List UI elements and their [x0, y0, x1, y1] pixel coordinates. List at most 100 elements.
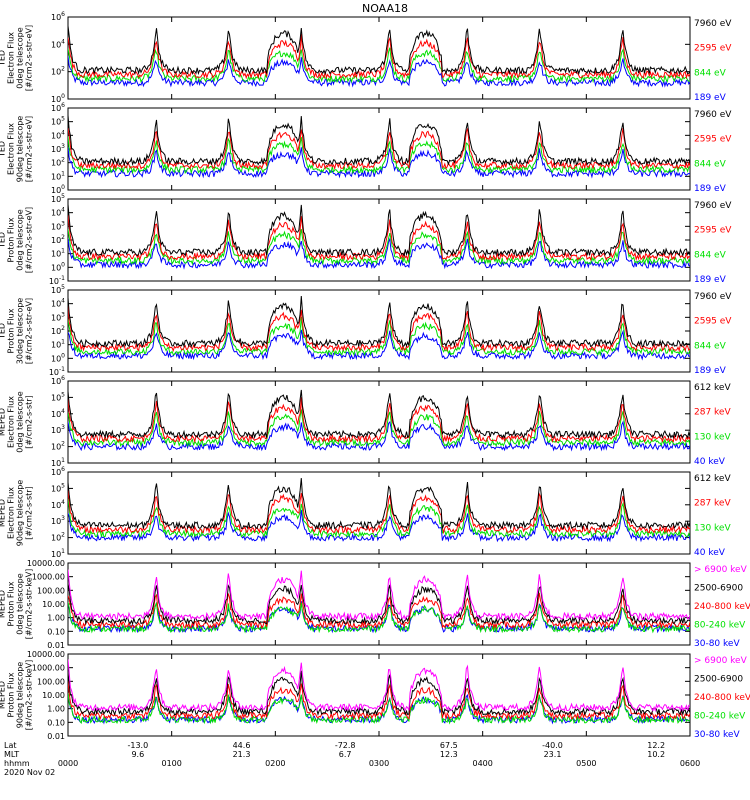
y-tick-label: 102: [51, 66, 65, 77]
legend-entry: 7960 eV: [694, 19, 732, 29]
y-tick-label: 1000.00: [32, 573, 65, 582]
legend-entry: 844 eV: [694, 159, 727, 169]
y-tick-label: 0.01: [47, 732, 65, 741]
traces: [68, 25, 690, 88]
y-tick-label: 1000.00: [32, 664, 65, 673]
y-tick-label: 10.00: [42, 691, 65, 700]
y-tick-label: 10-1: [49, 275, 65, 286]
mlt-tick-label: 10.2: [647, 750, 665, 759]
panel-4: 10-1 100 101 102 103 104 105 TEDProton Flux30de…: [0, 284, 732, 377]
lat-tick-label: -72.8: [335, 741, 356, 750]
y-tick-label: 102: [51, 157, 65, 168]
mlt-label: MLT: [4, 750, 19, 759]
legend-entry: 844 eV: [694, 250, 727, 260]
traces: [68, 569, 690, 634]
y-tick-label: 100: [51, 352, 65, 363]
y-tick-label: 100: [51, 93, 65, 104]
series-trace: [68, 47, 690, 84]
series-trace: [68, 115, 690, 167]
panel-frame: [67, 107, 691, 191]
y-tick-label: 101: [51, 457, 65, 468]
series-trace: [68, 409, 690, 448]
hhmm-tick-label: 0300: [369, 759, 389, 768]
y-axis-label: MEPEDElectron Flux0deg telescope[#/cm2-s…: [0, 391, 34, 452]
legend-entry: 189 eV: [694, 93, 727, 103]
y-axis-label: MEPEDProton Flux90deg telescope[#/cm2-s-…: [0, 660, 34, 731]
lat-label: Lat: [4, 741, 17, 750]
y-tick-label: 100.00: [37, 677, 65, 686]
panel-3: 10-1 100 101 102 103 104 105 TEDProton Flux0deg…: [0, 193, 732, 286]
series-trace: [68, 305, 690, 353]
series-trace: [68, 498, 690, 539]
y-tick-label: 103: [51, 311, 65, 322]
y-tick-label: 101: [51, 248, 65, 259]
traces: [68, 478, 690, 543]
y-tick-label: 105: [51, 193, 65, 204]
y-tick-label: 104: [51, 298, 65, 309]
legend-entry: > 6900 keV: [694, 565, 748, 575]
legend-entry: 2595 eV: [694, 135, 732, 145]
panel-6: 101 102 103 104 105 106 MEPEDElectron Flux90de…: [0, 466, 731, 559]
legend-entry: 7960 eV: [694, 292, 732, 302]
y-tick-label: 101: [51, 548, 65, 559]
y-axis-label: TEDProton Flux0deg telescope[#/cm2-s-str…: [0, 207, 34, 273]
series-trace: [68, 659, 690, 713]
panel-5: 101 102 103 104 105 106 MEPEDElectron Flux0deg…: [0, 375, 731, 468]
hhmm-tick-label: 0100: [161, 759, 181, 768]
lat-tick-label: 44.6: [233, 741, 251, 750]
y-tick-label: 104: [51, 499, 65, 510]
y-tick-label: 103: [51, 220, 65, 231]
legend-entry: 30-80 keV: [694, 730, 740, 740]
legend-entry: 130 keV: [694, 523, 731, 533]
y-tick-label: 102: [51, 325, 65, 336]
legend-entry: 612 keV: [694, 474, 731, 484]
panel-frame: [67, 471, 691, 555]
y-tick-label: 101: [51, 170, 65, 181]
y-tick-label: 105: [51, 482, 65, 493]
y-tick-label: 100: [51, 184, 65, 195]
y-tick-label: 0.10: [47, 627, 65, 636]
panel-frame: [67, 289, 691, 373]
legend-entry: 612 keV: [694, 383, 731, 393]
y-axis-label: TEDProton Flux30deg telescope[#/cm2-s-st…: [0, 298, 34, 365]
y-axis-label: TEDElectron Flux90deg telescope[#/cm2-s-…: [0, 116, 34, 183]
legend-entry: 189 eV: [694, 366, 727, 376]
legend-entry: 844 eV: [694, 341, 727, 351]
legend-entry: > 6900 keV: [694, 656, 748, 666]
y-tick-label: 102: [51, 441, 65, 452]
series-trace: [68, 670, 690, 717]
legend-entry: 2595 eV: [694, 226, 732, 236]
y-tick-label: 106: [51, 102, 65, 113]
y-tick-label: 10-1: [49, 366, 65, 377]
traces: [68, 659, 690, 725]
mlt-tick-label: 6.7: [339, 750, 352, 759]
y-tick-label: 10000.00: [27, 559, 65, 568]
lat-tick-label: -40.0: [542, 741, 563, 750]
y-tick-label: 101: [51, 339, 65, 350]
traces: [68, 204, 690, 270]
series-trace: [68, 25, 690, 76]
y-tick-label: 102: [51, 532, 65, 543]
legend-entry: 2595 eV: [694, 317, 732, 327]
panel-7: 0.01 0.10 1.00 10.00 100.00 1000.00 10000.00ME…: [0, 559, 750, 650]
y-tick-label: 104: [51, 207, 65, 218]
series-trace: [68, 490, 690, 535]
legend-entry: 287 keV: [694, 499, 731, 509]
y-tick-label: 106: [51, 375, 65, 386]
legend-entry: 80-240 keV: [694, 712, 746, 722]
y-axis-label: MEPEDProton Flux0deg telescope[#/cm2-s-s…: [0, 569, 34, 640]
series-trace: [68, 681, 690, 721]
legend-entry: 40 keV: [694, 457, 726, 467]
series-trace: [68, 329, 690, 361]
mlt-tick-label: 9.6: [131, 750, 144, 759]
y-tick-label: 1.00: [47, 705, 65, 714]
y-tick-label: 0.10: [47, 718, 65, 727]
y-tick-label: 104: [51, 408, 65, 419]
legend-entry: 40 keV: [694, 548, 726, 558]
lat-tick-label: 67.5: [440, 741, 458, 750]
series-trace: [68, 229, 690, 266]
mlt-tick-label: 12.3: [440, 750, 458, 759]
legend-entry: 130 keV: [694, 432, 731, 442]
